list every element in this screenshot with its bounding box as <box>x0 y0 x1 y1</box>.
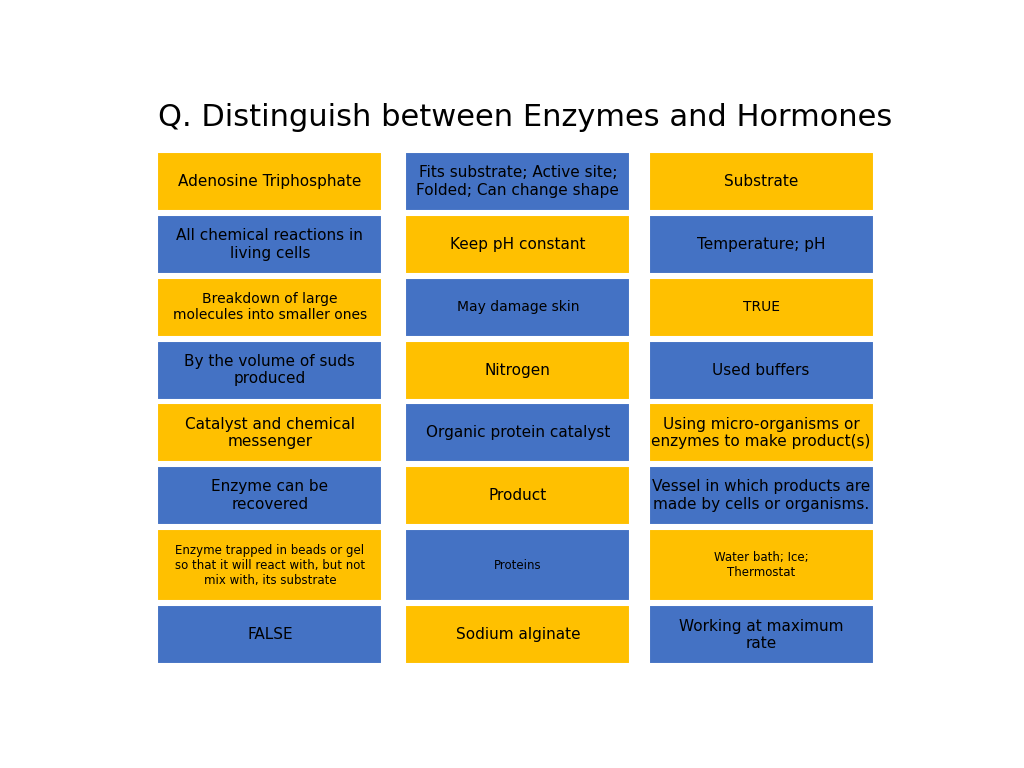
Text: Water bath; Ice;
Thermostat: Water bath; Ice; Thermostat <box>714 551 809 579</box>
Text: Keep pH constant: Keep pH constant <box>451 237 586 252</box>
FancyBboxPatch shape <box>649 605 873 664</box>
FancyBboxPatch shape <box>158 340 382 399</box>
Text: FALSE: FALSE <box>247 627 293 642</box>
Text: Temperature; pH: Temperature; pH <box>697 237 825 252</box>
Text: Q. Distinguish between Enzymes and Hormones: Q. Distinguish between Enzymes and Hormo… <box>158 103 892 132</box>
Text: Used buffers: Used buffers <box>713 362 810 378</box>
Text: Sodium alginate: Sodium alginate <box>456 627 581 642</box>
Text: Catalyst and chemical
messenger: Catalyst and chemical messenger <box>184 416 355 449</box>
FancyBboxPatch shape <box>158 403 382 462</box>
FancyBboxPatch shape <box>158 278 382 336</box>
Text: May damage skin: May damage skin <box>457 300 580 314</box>
FancyBboxPatch shape <box>406 529 630 601</box>
Text: Organic protein catalyst: Organic protein catalyst <box>426 425 610 440</box>
FancyBboxPatch shape <box>406 605 630 664</box>
FancyBboxPatch shape <box>649 215 873 274</box>
FancyBboxPatch shape <box>649 152 873 211</box>
FancyBboxPatch shape <box>649 529 873 601</box>
FancyBboxPatch shape <box>158 466 382 525</box>
Text: Product: Product <box>488 488 547 503</box>
FancyBboxPatch shape <box>406 466 630 525</box>
FancyBboxPatch shape <box>406 278 630 336</box>
FancyBboxPatch shape <box>406 215 630 274</box>
FancyBboxPatch shape <box>158 605 382 664</box>
Text: Nitrogen: Nitrogen <box>485 362 551 378</box>
Text: Substrate: Substrate <box>724 174 799 189</box>
Text: TRUE: TRUE <box>742 300 779 314</box>
FancyBboxPatch shape <box>158 152 382 211</box>
Text: Enzyme trapped in beads or gel
so that it will react with, but not
mix with, its: Enzyme trapped in beads or gel so that i… <box>175 544 365 587</box>
Text: All chemical reactions in
living cells: All chemical reactions in living cells <box>176 228 364 260</box>
Text: Vessel in which products are
made by cells or organisms.: Vessel in which products are made by cel… <box>652 479 870 511</box>
Text: Fits substrate; Active site;
Folded; Can change shape: Fits substrate; Active site; Folded; Can… <box>417 165 620 198</box>
FancyBboxPatch shape <box>406 403 630 462</box>
FancyBboxPatch shape <box>406 152 630 211</box>
FancyBboxPatch shape <box>649 403 873 462</box>
FancyBboxPatch shape <box>158 529 382 601</box>
Text: Working at maximum
rate: Working at maximum rate <box>679 618 844 651</box>
Text: Proteins: Proteins <box>494 558 542 571</box>
Text: Using micro-organisms or
enzymes to make product(s): Using micro-organisms or enzymes to make… <box>651 416 870 449</box>
FancyBboxPatch shape <box>158 215 382 274</box>
FancyBboxPatch shape <box>406 340 630 399</box>
Text: Breakdown of large
molecules into smaller ones: Breakdown of large molecules into smalle… <box>173 292 367 323</box>
Text: By the volume of suds
produced: By the volume of suds produced <box>184 354 355 386</box>
FancyBboxPatch shape <box>649 466 873 525</box>
FancyBboxPatch shape <box>649 278 873 336</box>
Text: Adenosine Triphosphate: Adenosine Triphosphate <box>178 174 361 189</box>
Text: Enzyme can be
recovered: Enzyme can be recovered <box>211 479 329 511</box>
FancyBboxPatch shape <box>649 340 873 399</box>
